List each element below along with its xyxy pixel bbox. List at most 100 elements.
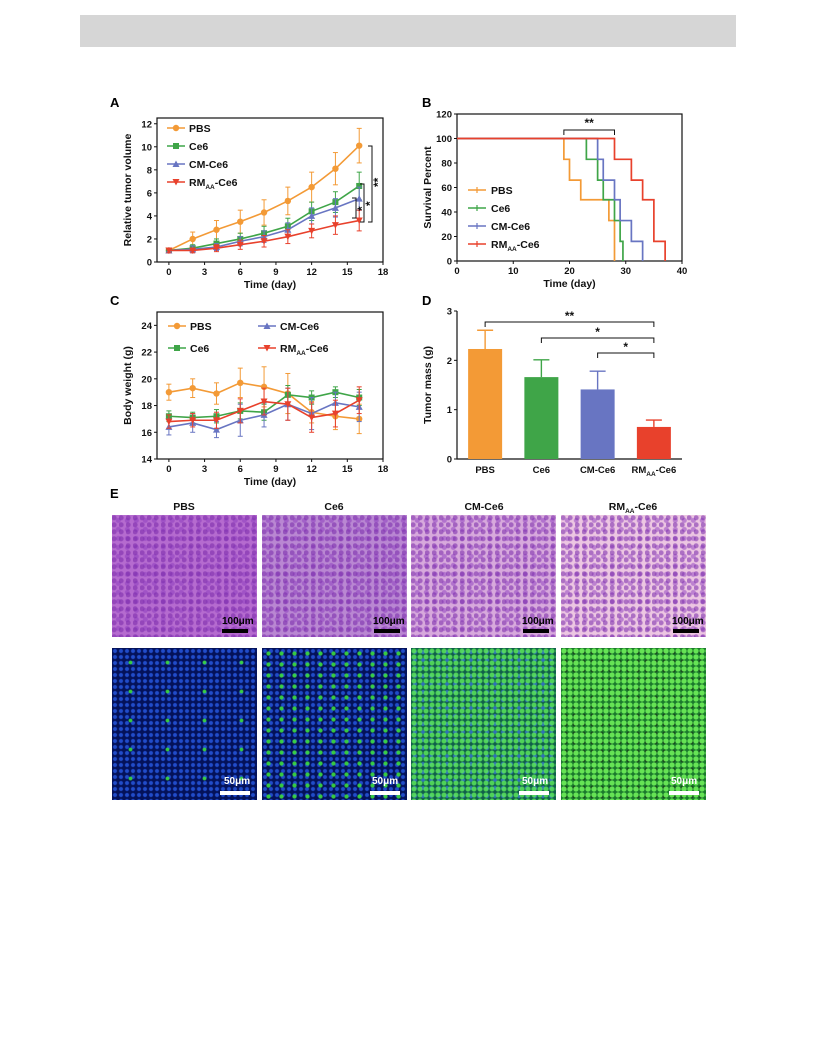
d-ytick-label: 3 bbox=[447, 307, 452, 318]
he-image-cm-ce6 bbox=[411, 515, 556, 637]
he-scale-label-ce6: 100μm bbox=[373, 616, 405, 627]
b-series-line bbox=[457, 137, 616, 261]
fl-scale-bar-pbs bbox=[220, 791, 250, 795]
c-point bbox=[284, 401, 292, 408]
c-point bbox=[165, 418, 173, 426]
a-point bbox=[332, 165, 339, 172]
b-legend-label: CM-Ce6 bbox=[491, 221, 530, 233]
a-point bbox=[355, 195, 363, 202]
b-xtick-label: 20 bbox=[564, 266, 575, 277]
c-legend-label: PBS bbox=[190, 321, 212, 333]
a-xlabel: Time (day) bbox=[244, 279, 296, 291]
d-category-label: CM-Ce6 bbox=[580, 465, 615, 476]
chart-a: 0 3 6 9 12 15 18 0 2 4 6 8 10 12 Time (day) Relative tu… bbox=[122, 117, 388, 291]
he-scale-bar-rm-ce6 bbox=[673, 629, 699, 633]
c-point bbox=[236, 407, 244, 415]
c-legend-marker bbox=[173, 322, 181, 330]
c-ytick-label: 20 bbox=[141, 374, 152, 385]
c-point bbox=[189, 417, 197, 424]
c-xtick-label: 6 bbox=[238, 464, 243, 475]
a-point bbox=[260, 209, 268, 216]
a-point bbox=[237, 218, 244, 225]
a-point bbox=[284, 233, 292, 241]
b-ylabel: Survival Percent bbox=[422, 146, 434, 229]
a-ytick-label: 4 bbox=[147, 211, 153, 222]
a-legend-marker bbox=[172, 160, 180, 167]
a-point bbox=[308, 212, 316, 219]
a-legend-label: Ce6 bbox=[189, 141, 208, 153]
b-ytick-label: 0 bbox=[447, 257, 452, 268]
a-point bbox=[284, 197, 292, 205]
a-sig1-label: * bbox=[355, 206, 369, 211]
a-point bbox=[356, 182, 363, 189]
c-xtick-label: 0 bbox=[166, 464, 171, 475]
d-bar bbox=[580, 389, 615, 459]
he-scale-label-rm-ce6: 100μm bbox=[672, 616, 704, 627]
a-ytick-label: 8 bbox=[147, 165, 152, 176]
a-point bbox=[165, 247, 173, 254]
chart-c: 0 3 6 9 12 15 18 14 16 18 20 22 24 Time (day) Body wei… bbox=[122, 311, 388, 488]
c-xlabel: Time (day) bbox=[244, 476, 296, 488]
b-xtick-label: 10 bbox=[508, 266, 519, 277]
b-xtick-label: 30 bbox=[620, 266, 631, 277]
d-sig3-bracket bbox=[597, 352, 655, 358]
a-ytick-label: 10 bbox=[141, 142, 152, 153]
c-ytick-label: 14 bbox=[141, 455, 152, 466]
a-ytick-label: 2 bbox=[147, 234, 152, 245]
b-series-line bbox=[457, 137, 644, 261]
panel-e-column-title: PBS bbox=[173, 501, 195, 513]
panel-e-column-title: Ce6 bbox=[324, 501, 343, 513]
c-xtick-label: 12 bbox=[306, 464, 317, 475]
a-point bbox=[356, 142, 363, 149]
c-point bbox=[260, 398, 268, 406]
a-point bbox=[331, 204, 339, 211]
he-image-pbs bbox=[112, 515, 257, 637]
d-sig3-label: * bbox=[623, 340, 628, 354]
he-scale-label-pbs: 100μm bbox=[222, 616, 254, 627]
a-sig3-label: ** bbox=[371, 177, 385, 187]
c-point bbox=[212, 417, 220, 424]
d-bar bbox=[524, 377, 559, 459]
c-ylabel: Body weight (g) bbox=[122, 346, 134, 425]
b-xtick-label: 40 bbox=[677, 266, 688, 277]
c-ytick-label: 18 bbox=[141, 401, 152, 412]
fluor-image-rm-ce6 bbox=[561, 648, 706, 800]
c-ytick-label: 24 bbox=[141, 321, 152, 332]
fl-scale-label-ce6: 50μm bbox=[372, 776, 399, 787]
c-point bbox=[331, 410, 339, 418]
d-category-label: Ce6 bbox=[533, 465, 550, 476]
a-ylabel: Relative tumor volume bbox=[122, 134, 134, 247]
a-point bbox=[308, 227, 316, 235]
a-xtick-label: 3 bbox=[202, 267, 207, 278]
a-sig3-bracket bbox=[368, 145, 373, 223]
a-plot-frame bbox=[156, 117, 384, 263]
panel-letter-e: E bbox=[110, 486, 119, 501]
header-bar bbox=[80, 15, 736, 47]
b-ytick-label: 120 bbox=[436, 110, 452, 121]
c-ytick-label: 22 bbox=[141, 348, 152, 359]
c-plot-frame bbox=[156, 311, 384, 460]
b-ytick-label: 80 bbox=[441, 159, 452, 170]
b-legend-label: Ce6 bbox=[491, 203, 510, 215]
fl-scale-bar-rm-ce6 bbox=[669, 791, 699, 795]
a-point bbox=[189, 235, 196, 243]
d-sig2-label: * bbox=[595, 325, 600, 339]
d-ytick-label: 0 bbox=[447, 455, 452, 466]
he-scale-bar-cm-ce6 bbox=[523, 629, 549, 633]
a-point bbox=[331, 222, 339, 229]
c-legend-label: Ce6 bbox=[190, 343, 209, 355]
d-ytick-label: 2 bbox=[447, 356, 452, 367]
b-sig-bracket bbox=[563, 129, 615, 135]
a-point bbox=[308, 183, 315, 191]
fluor-image-cm-ce6 bbox=[411, 648, 556, 800]
a-legend-label: RMAA-Ce6 bbox=[189, 177, 238, 191]
b-series-line bbox=[457, 137, 666, 261]
a-point bbox=[260, 238, 268, 245]
d-sig1-bracket bbox=[484, 321, 655, 327]
d-bar bbox=[468, 348, 503, 459]
c-legend-label: RMAA-Ce6 bbox=[280, 343, 329, 357]
he-scale-bar-ce6 bbox=[374, 629, 400, 633]
he-image-ce6 bbox=[262, 515, 407, 637]
chart-b: 0 10 20 30 40 0 20 40 60 80 100 120 Time (day) Surviv… bbox=[422, 110, 687, 291]
